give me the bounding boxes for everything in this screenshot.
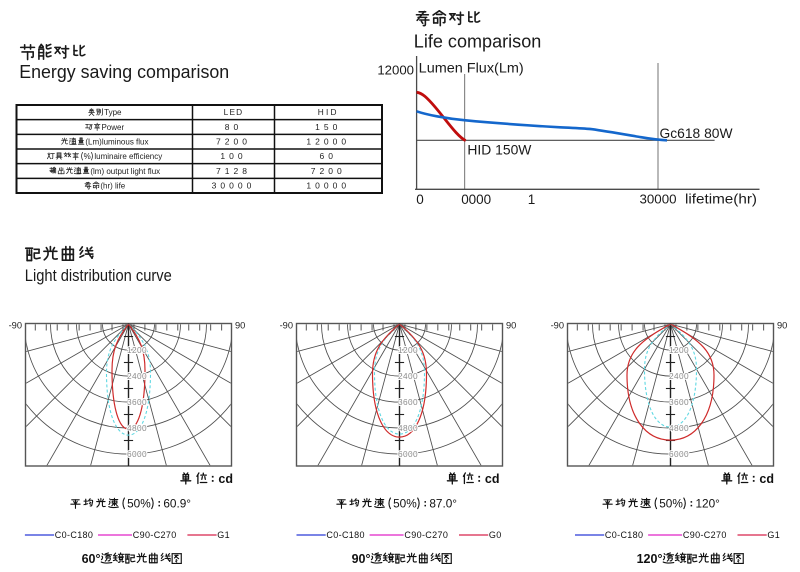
- svg-text:luminaire efficiency: luminaire efficiency: [94, 152, 162, 161]
- svg-text:Type: Type: [104, 108, 122, 117]
- svg-text:7200: 7200: [216, 137, 251, 147]
- svg-text:C0-C180: C0-C180: [55, 530, 93, 540]
- svg-text:HID 150W: HID 150W: [467, 142, 532, 158]
- svg-text:3600: 3600: [127, 397, 147, 407]
- svg-text:50%: 50%: [393, 497, 417, 511]
- svg-text:1200: 1200: [398, 345, 418, 355]
- svg-text:Power: Power: [101, 123, 124, 132]
- svg-text:G1: G1: [767, 530, 780, 540]
- svg-text:100: 100: [220, 151, 246, 161]
- svg-text:7200: 7200: [311, 166, 346, 176]
- svg-text:87.0°: 87.0°: [429, 497, 457, 511]
- svg-text:(Lm)luminous flux: (Lm)luminous flux: [85, 138, 148, 147]
- svg-text:120°: 120°: [637, 552, 663, 566]
- svg-text:12000: 12000: [306, 137, 350, 147]
- svg-text:150: 150: [315, 122, 341, 132]
- svg-text:90: 90: [506, 321, 516, 331]
- svg-text:C0-C180: C0-C180: [326, 530, 364, 540]
- svg-text:%: %: [84, 152, 91, 161]
- svg-text:80: 80: [225, 122, 242, 132]
- svg-text:6000: 6000: [127, 449, 147, 459]
- svg-text:2400: 2400: [398, 371, 418, 381]
- svg-text:G0: G0: [489, 530, 502, 540]
- svg-text:4800: 4800: [398, 423, 418, 433]
- svg-text:60: 60: [320, 151, 337, 161]
- svg-text:Light distribution curve: Light distribution curve: [25, 266, 172, 285]
- svg-text:-90: -90: [280, 321, 293, 331]
- svg-text:-90: -90: [9, 321, 22, 331]
- svg-text:1: 1: [528, 192, 536, 207]
- svg-text:10000: 10000: [306, 181, 350, 191]
- svg-text:90: 90: [777, 321, 787, 331]
- svg-text:2400: 2400: [669, 371, 689, 381]
- svg-text:Gc618 80W: Gc618 80W: [660, 125, 734, 141]
- svg-text:Life comparison: Life comparison: [414, 31, 542, 52]
- svg-text:lifetime(hr): lifetime(hr): [685, 191, 757, 207]
- svg-text:1200: 1200: [127, 345, 147, 355]
- svg-text:120°: 120°: [695, 497, 720, 511]
- svg-text:cd: cd: [485, 472, 500, 486]
- svg-text:G1: G1: [217, 530, 230, 540]
- svg-text:HID: HID: [318, 107, 339, 117]
- svg-text:90: 90: [235, 321, 245, 331]
- svg-text:C0-C180: C0-C180: [605, 530, 643, 540]
- svg-text:C90-C270: C90-C270: [133, 530, 177, 540]
- svg-text:6000: 6000: [669, 449, 689, 459]
- svg-text:1200: 1200: [669, 345, 689, 355]
- svg-text:2400: 2400: [127, 371, 147, 381]
- svg-text:0000: 0000: [461, 192, 491, 207]
- svg-text:0: 0: [416, 192, 424, 207]
- svg-text:50%: 50%: [659, 497, 683, 511]
- svg-text:C90-C270: C90-C270: [683, 530, 727, 540]
- svg-text:-90: -90: [551, 321, 564, 331]
- svg-text:7128: 7128: [216, 166, 251, 176]
- svg-text:50%: 50%: [127, 497, 151, 511]
- svg-text:12000: 12000: [377, 63, 414, 78]
- svg-text:3600: 3600: [398, 397, 418, 407]
- svg-text:4800: 4800: [127, 423, 147, 433]
- svg-text:Energy saving comparison: Energy saving comparison: [19, 61, 229, 82]
- svg-text:Lumen Flux(Lm): Lumen Flux(Lm): [419, 61, 524, 76]
- svg-text:6000: 6000: [398, 449, 418, 459]
- svg-text:3600: 3600: [669, 397, 689, 407]
- svg-text:4800: 4800: [669, 423, 689, 433]
- svg-text:30000: 30000: [212, 181, 256, 191]
- svg-text:(hr) life: (hr) life: [100, 182, 125, 191]
- svg-text:(lm) output light flux: (lm) output light flux: [90, 167, 160, 176]
- svg-text:30000: 30000: [640, 192, 677, 207]
- svg-text:cd: cd: [218, 472, 233, 486]
- svg-text:60°: 60°: [82, 552, 101, 566]
- svg-text:LED: LED: [224, 107, 244, 117]
- svg-text:C90-C270: C90-C270: [404, 530, 448, 540]
- svg-text:60.9°: 60.9°: [163, 497, 191, 511]
- svg-text:90°: 90°: [352, 552, 371, 566]
- svg-text:cd: cd: [759, 472, 774, 486]
